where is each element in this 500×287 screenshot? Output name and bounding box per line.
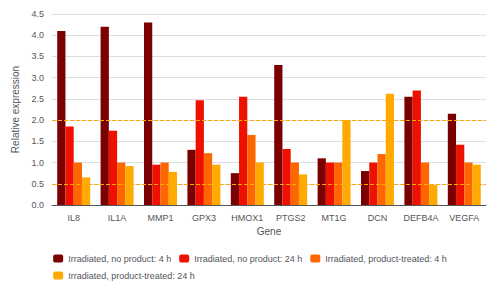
svg-text:3.0: 3.0 xyxy=(31,73,44,83)
svg-text:4.0: 4.0 xyxy=(31,30,44,40)
svg-text:DCN: DCN xyxy=(368,213,388,223)
svg-text:Irradiated, product-treated: 4: Irradiated, product-treated: 4 h xyxy=(325,254,447,264)
svg-text:IL1A: IL1A xyxy=(108,213,127,223)
svg-text:PTGS2: PTGS2 xyxy=(276,213,306,223)
svg-text:4.5: 4.5 xyxy=(31,9,44,19)
svg-text:MT1G: MT1G xyxy=(322,213,347,223)
svg-text:2.0: 2.0 xyxy=(31,115,44,125)
svg-text:1.0: 1.0 xyxy=(31,158,44,168)
svg-text:1.5: 1.5 xyxy=(31,136,44,146)
svg-text:GPX3: GPX3 xyxy=(192,213,216,223)
svg-text:Irradiated, no product: 24 h: Irradiated, no product: 24 h xyxy=(194,254,302,264)
svg-text:DEFB4A: DEFB4A xyxy=(403,213,438,223)
svg-text:Relative expression: Relative expression xyxy=(10,66,21,153)
svg-text:MMP1: MMP1 xyxy=(147,213,173,223)
svg-text:IL8: IL8 xyxy=(67,213,80,223)
svg-text:Irradiated, no product: 4 h: Irradiated, no product: 4 h xyxy=(68,254,171,264)
svg-text:0.0: 0.0 xyxy=(31,200,44,210)
svg-text:VEGFA: VEGFA xyxy=(449,213,479,223)
svg-text:Irradiated, product-treated: 2: Irradiated, product-treated: 24 h xyxy=(68,271,195,281)
svg-text:HMOX1: HMOX1 xyxy=(231,213,263,223)
svg-text:Gene: Gene xyxy=(257,226,282,237)
svg-text:2.5: 2.5 xyxy=(31,94,44,104)
svg-text:0.5: 0.5 xyxy=(31,179,44,189)
svg-text:3.5: 3.5 xyxy=(31,51,44,61)
